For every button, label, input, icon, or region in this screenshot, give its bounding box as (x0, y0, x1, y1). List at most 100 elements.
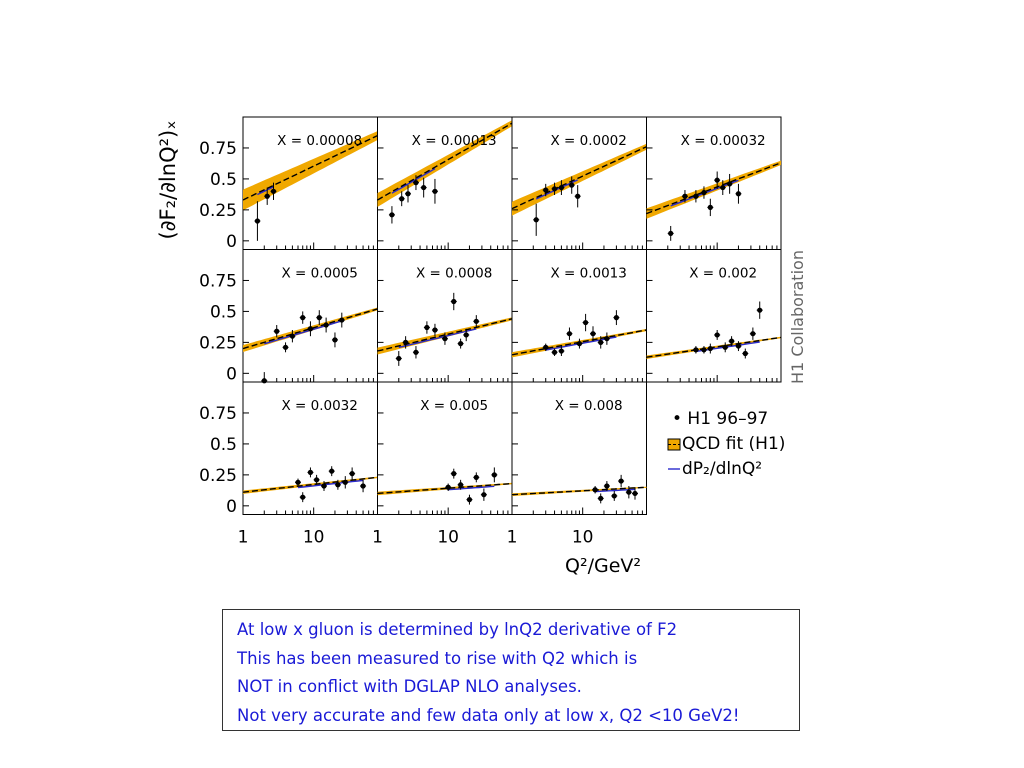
dp2-curve (398, 328, 477, 349)
data-point (413, 180, 419, 186)
data-point (463, 332, 469, 338)
data-point (458, 341, 464, 347)
panel-2: X = 0.00013 (377, 116, 513, 250)
data-point (399, 196, 405, 202)
data-point (295, 479, 301, 485)
panel-label: X = 0.0002 (550, 133, 626, 149)
data-point (551, 186, 558, 192)
data-point (720, 184, 726, 191)
panel-4: X = 0.00032 (646, 116, 782, 250)
note-line-3: NOT in conflict with DGLAP NLO analyses. (237, 677, 582, 697)
qcd-fit-line (377, 318, 512, 352)
qcd-fit-band (512, 143, 647, 216)
data-point (742, 350, 748, 357)
panel-label: X = 0.0013 (550, 266, 626, 282)
panel-10: X = 0.005 (377, 381, 513, 515)
qcd-fit-line (377, 122, 512, 201)
data-point (339, 317, 345, 323)
x-tick-label: 10 (572, 528, 594, 548)
x-tick-label: 10 (437, 528, 459, 548)
data-point (590, 331, 596, 337)
panel-9: X = 0.0032 (242, 381, 378, 515)
data-point (707, 345, 713, 352)
data-point (582, 319, 589, 326)
data-point (473, 474, 479, 480)
qcd-fit-band (377, 120, 512, 207)
data-point (360, 483, 366, 489)
dp2-curve (297, 479, 364, 489)
fit-group (243, 476, 378, 494)
legend-label: • H1 96–97 (672, 409, 768, 429)
data-point (729, 338, 735, 344)
legend: • H1 96–97 QCD fit (H1) dP₂/dlnQ² (667, 409, 785, 479)
qcd-fit-line (243, 134, 378, 201)
qcd-fit-line (646, 162, 781, 215)
x-tick-label: 10 (303, 528, 325, 548)
note-box: At low x gluon is determined by lnQ2 der… (222, 609, 800, 731)
y-tick-label: 0.25 (199, 201, 237, 221)
data-point (707, 204, 713, 210)
x-tick-label: 1 (238, 528, 249, 548)
fit-group (377, 120, 512, 207)
dp2-curve (448, 485, 495, 491)
data-point (342, 479, 348, 485)
data-point (714, 332, 720, 338)
data-point (432, 188, 438, 194)
legend-label: QCD fit (H1) (682, 434, 785, 454)
y-tick-label: 0.5 (210, 302, 237, 322)
data-point (558, 348, 564, 354)
data-point (613, 315, 619, 321)
x-tick-label: 1 (372, 528, 383, 548)
data-point (466, 497, 473, 503)
data-point (735, 191, 742, 197)
data-point (750, 331, 756, 337)
data-point (403, 339, 409, 345)
data-point (558, 184, 564, 191)
panel-label: X = 0.008 (555, 398, 623, 414)
data-point (481, 492, 487, 498)
panel-label: X = 0.0032 (281, 398, 357, 414)
panel-label: X = 0.00013 (412, 133, 497, 149)
panel-5: X = 0.0005 (242, 249, 378, 384)
data-point (626, 489, 632, 495)
y-tick-label: 0.25 (199, 333, 237, 353)
data-point (264, 193, 270, 199)
data-point (254, 218, 261, 224)
data-point (349, 471, 355, 477)
panel-3: X = 0.0002 (511, 116, 647, 250)
panel-label: X = 0.002 (689, 266, 757, 282)
data-point (727, 181, 733, 187)
data-point (313, 477, 320, 483)
data-point (329, 468, 335, 474)
qcd-fit-line (243, 308, 378, 350)
data-point (598, 339, 604, 345)
data-point (576, 341, 583, 347)
data-point (282, 344, 289, 350)
data-point (543, 187, 549, 193)
dp2-curve (391, 168, 436, 194)
panel-grid: X = 0.00008 X = 0.00013 X = 0.0002 X = 0.00… (199, 116, 782, 548)
data-point (668, 230, 674, 237)
fit-group (512, 486, 647, 497)
data-point (316, 315, 322, 321)
data-point (592, 487, 598, 493)
data-point (413, 349, 419, 355)
y-tick-label: 0.75 (199, 271, 237, 291)
data-point (421, 184, 427, 191)
data-point (332, 337, 338, 343)
panel-11: X = 0.008 (511, 381, 647, 515)
data-point (300, 315, 306, 321)
panel-label: X = 0.0008 (416, 266, 492, 282)
y-tick-label: 0.5 (210, 435, 237, 455)
y-tick-label: 0 (226, 497, 237, 517)
x-tick-label: 1 (507, 528, 518, 548)
data-point (569, 182, 575, 188)
data-point (442, 336, 448, 342)
data-point (618, 478, 624, 484)
data-point (270, 188, 277, 194)
panel-7: X = 0.0013 (511, 249, 647, 383)
data-point (682, 193, 688, 199)
y-tick-label: 0.75 (199, 404, 237, 424)
panel-label: X = 0.0005 (281, 266, 357, 282)
